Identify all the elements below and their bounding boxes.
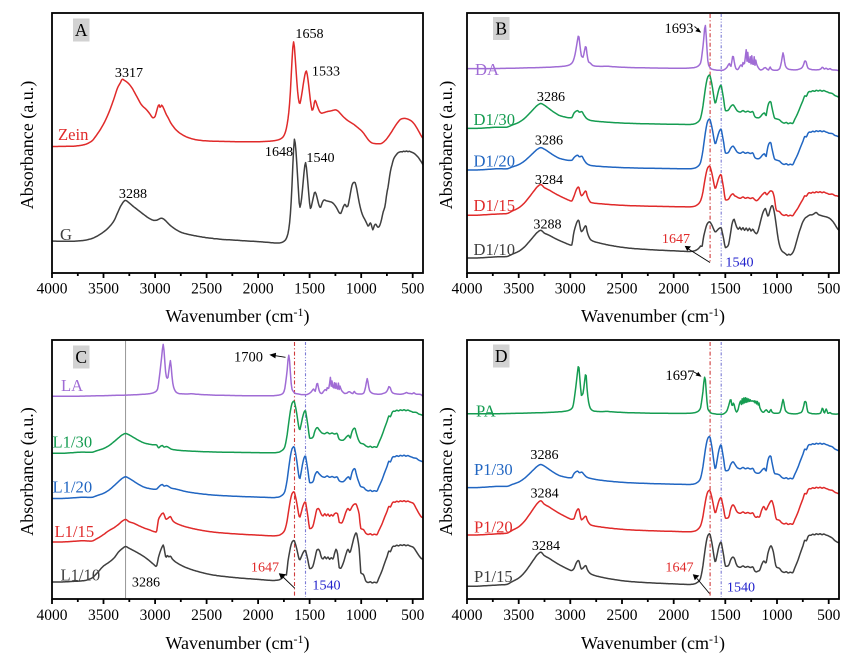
svg-text:500: 500 — [817, 281, 841, 298]
svg-text:3000: 3000 — [555, 281, 586, 298]
svg-text:4000: 4000 — [452, 281, 483, 298]
svg-text:1500: 1500 — [294, 607, 325, 624]
svg-text:A: A — [75, 20, 88, 40]
svg-text:D1/30: D1/30 — [474, 110, 515, 129]
svg-text:Wavenumber (cm-1): Wavenumber (cm-1) — [581, 632, 725, 654]
svg-text:1647: 1647 — [662, 231, 690, 247]
svg-text:D1/20: D1/20 — [474, 152, 515, 171]
svg-text:1000: 1000 — [762, 607, 793, 624]
svg-text:L1/15: L1/15 — [55, 522, 95, 541]
svg-text:D1/10: D1/10 — [474, 240, 515, 259]
svg-text:L1/20: L1/20 — [53, 478, 93, 497]
svg-text:4000: 4000 — [452, 607, 483, 624]
svg-text:2000: 2000 — [658, 607, 689, 624]
svg-text:4000: 4000 — [37, 281, 68, 298]
svg-text:1540: 1540 — [727, 580, 755, 596]
svg-text:Wavenumber (cm-1): Wavenumber (cm-1) — [166, 305, 310, 327]
svg-text:2500: 2500 — [191, 281, 222, 298]
svg-text:1533: 1533 — [312, 64, 340, 80]
svg-text:2000: 2000 — [243, 607, 274, 624]
svg-text:1000: 1000 — [762, 281, 793, 298]
svg-text:Wavenumber (cm-1): Wavenumber (cm-1) — [166, 632, 310, 654]
svg-text:Absorbance (a.u.): Absorbance (a.u.) — [17, 407, 38, 535]
svg-text:Absorbance (a.u.): Absorbance (a.u.) — [436, 81, 457, 209]
svg-text:1647: 1647 — [665, 560, 693, 576]
svg-text:1648: 1648 — [265, 144, 293, 160]
svg-text:P1/30: P1/30 — [474, 460, 513, 479]
svg-text:3288: 3288 — [533, 217, 561, 233]
svg-text:P1/15: P1/15 — [474, 567, 513, 586]
svg-text:D: D — [495, 346, 508, 366]
svg-text:3000: 3000 — [140, 607, 171, 624]
svg-text:500: 500 — [401, 607, 425, 624]
svg-text:Wavenumber (cm-1): Wavenumber (cm-1) — [581, 305, 725, 327]
svg-text:3288: 3288 — [119, 186, 147, 202]
svg-text:3284: 3284 — [532, 538, 560, 554]
svg-text:P1/20: P1/20 — [474, 517, 513, 536]
svg-text:3500: 3500 — [503, 281, 534, 298]
svg-text:1693: 1693 — [665, 21, 694, 37]
svg-text:Absorbance (a.u.): Absorbance (a.u.) — [17, 81, 38, 209]
svg-text:B: B — [495, 19, 507, 39]
svg-text:3500: 3500 — [503, 607, 534, 624]
svg-text:DA: DA — [475, 60, 499, 79]
svg-text:500: 500 — [817, 607, 841, 624]
svg-text:1500: 1500 — [710, 607, 741, 624]
svg-text:3000: 3000 — [140, 281, 171, 298]
svg-text:3286: 3286 — [530, 447, 558, 463]
svg-text:1647: 1647 — [251, 560, 279, 576]
svg-text:3500: 3500 — [88, 607, 119, 624]
svg-text:4000: 4000 — [37, 607, 68, 624]
svg-text:D1/15: D1/15 — [474, 196, 515, 215]
svg-text:500: 500 — [401, 281, 425, 298]
svg-text:1500: 1500 — [710, 281, 741, 298]
svg-text:PA: PA — [476, 402, 496, 421]
svg-text:3286: 3286 — [132, 575, 160, 591]
svg-text:1000: 1000 — [346, 281, 377, 298]
svg-text:1000: 1000 — [346, 607, 377, 624]
svg-text:2000: 2000 — [658, 281, 689, 298]
svg-text:3000: 3000 — [555, 607, 586, 624]
svg-text:1540: 1540 — [306, 150, 334, 166]
svg-text:1658: 1658 — [295, 26, 323, 42]
svg-text:Zein: Zein — [58, 125, 89, 144]
svg-text:2000: 2000 — [243, 281, 274, 298]
svg-text:2500: 2500 — [607, 607, 638, 624]
svg-text:2500: 2500 — [607, 281, 638, 298]
svg-text:LA: LA — [61, 376, 83, 395]
svg-text:3286: 3286 — [537, 89, 565, 105]
svg-text:3284: 3284 — [531, 486, 559, 502]
svg-text:L1/10: L1/10 — [61, 566, 101, 585]
svg-text:G: G — [60, 225, 72, 244]
svg-text:2500: 2500 — [191, 607, 222, 624]
svg-text:L1/30: L1/30 — [53, 433, 93, 452]
svg-text:3500: 3500 — [88, 281, 119, 298]
svg-text:1540: 1540 — [312, 578, 340, 594]
svg-text:1700: 1700 — [234, 350, 263, 366]
svg-text:3284: 3284 — [535, 172, 563, 188]
svg-text:C: C — [75, 347, 87, 367]
svg-text:1697: 1697 — [666, 368, 695, 384]
svg-text:3317: 3317 — [115, 65, 143, 81]
svg-text:Absorbance (a.u.): Absorbance (a.u.) — [436, 407, 457, 535]
svg-text:1540: 1540 — [725, 255, 753, 271]
svg-text:3286: 3286 — [535, 133, 563, 149]
svg-text:1500: 1500 — [294, 281, 325, 298]
